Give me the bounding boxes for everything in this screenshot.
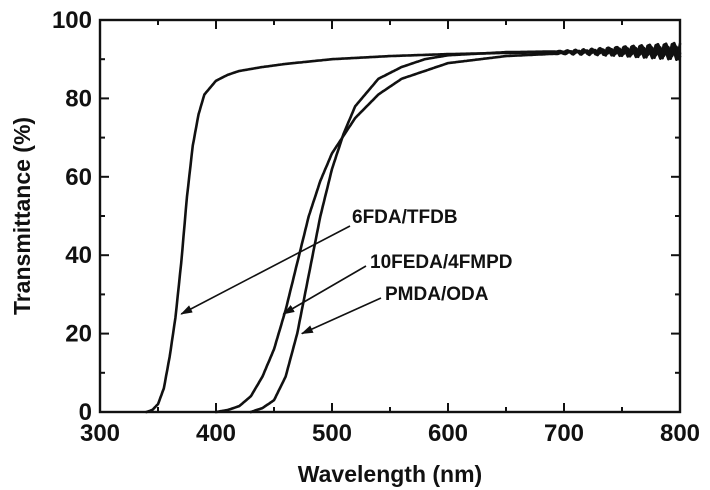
series-line — [249, 42, 682, 414]
series-lines — [145, 41, 682, 414]
series-line — [145, 45, 682, 414]
annotations: 6FDA/TFDB 10FEDA/4FMPD PMDA/ODA — [180, 207, 513, 335]
series-label: 10FEDA/4FMPD — [370, 252, 513, 273]
y-axis-ticks: 0 20 40 60 80 100 — [52, 7, 680, 426]
series-label-arrow — [300, 297, 382, 335]
x-tick-label: 300 — [80, 420, 120, 447]
y-tick-label: 80 — [65, 85, 92, 112]
series-label-arrow — [282, 265, 367, 315]
series-label-arrow — [180, 225, 351, 315]
x-axis-ticks: 300 400 500 600 700 800 — [80, 20, 700, 447]
x-tick-label: 400 — [196, 420, 236, 447]
x-axis-title: Wavelength (nm) — [298, 461, 482, 487]
series-label: 6FDA/TFDB — [352, 207, 458, 228]
y-tick-label: 60 — [65, 164, 92, 191]
series-label: PMDA/ODA — [385, 284, 489, 305]
x-tick-label: 700 — [544, 420, 584, 447]
x-tick-label: 800 — [660, 420, 700, 447]
x-tick-label: 500 — [312, 420, 352, 447]
x-tick-label: 600 — [428, 420, 468, 447]
y-tick-label: 0 — [79, 399, 92, 426]
y-tick-label: 20 — [65, 321, 92, 348]
y-tick-label: 100 — [52, 7, 92, 34]
y-axis-title: Transmittance (%) — [9, 117, 35, 315]
y-tick-label: 40 — [65, 242, 92, 269]
